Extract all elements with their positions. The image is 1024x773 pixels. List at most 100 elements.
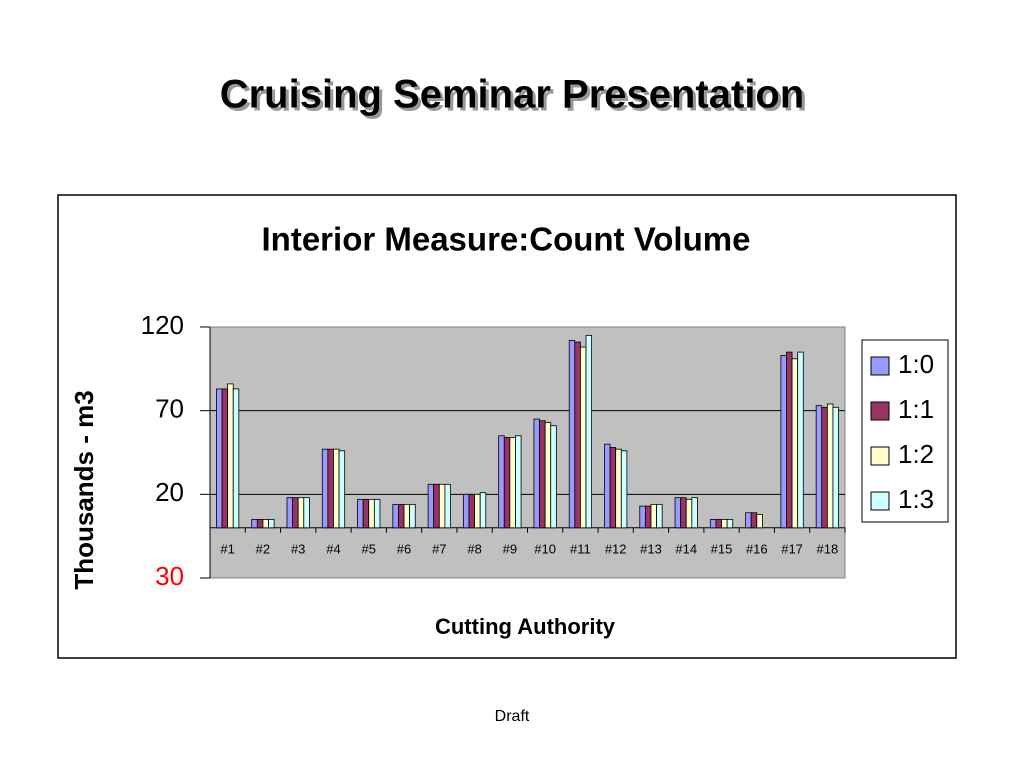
legend-label: 1:0 [898, 349, 934, 379]
bar [297, 497, 305, 529]
bar [750, 512, 758, 529]
bar [726, 519, 734, 529]
bar [680, 497, 687, 529]
bar [262, 519, 269, 529]
x-tick-label: #17 [781, 541, 803, 556]
bar [357, 498, 364, 529]
bar [221, 388, 229, 529]
bar [479, 492, 487, 529]
bar [533, 418, 540, 529]
bar [321, 448, 329, 529]
bar [639, 505, 646, 529]
legend-marker [870, 491, 890, 511]
bar [474, 493, 481, 529]
bar [338, 450, 346, 529]
bar [574, 341, 581, 529]
bar [604, 443, 611, 529]
bar [286, 497, 293, 529]
bar [462, 493, 470, 529]
bar [786, 351, 793, 529]
x-tick-label: #9 [503, 541, 517, 556]
bar [373, 498, 381, 529]
bar [509, 437, 516, 529]
bar [544, 421, 552, 529]
bar [216, 388, 223, 529]
bar [826, 403, 834, 529]
bar [821, 406, 828, 529]
bar [503, 437, 511, 529]
x-tick-label: #15 [711, 541, 733, 556]
bar [327, 448, 334, 529]
x-tick-label: #1 [220, 541, 234, 556]
chart-title: Interior Measure:Count Volume [262, 221, 751, 258]
legend-marker [870, 401, 890, 421]
x-tick-label: #8 [467, 541, 481, 556]
legend-label: 1:3 [898, 484, 934, 514]
plot: 30 20 70 120 #1 #2 #3 #4 #5 #6 #7 #8 #9 #10 #11 #12 #13 #… [141, 310, 949, 591]
x-tick-label: #7 [432, 541, 446, 556]
bar [498, 435, 505, 529]
bar [644, 505, 652, 529]
slide-title: Cruising Seminar Presentation [220, 73, 805, 117]
legend-label: 1:1 [898, 394, 934, 424]
x-tick-label: #4 [326, 541, 340, 556]
bar [620, 450, 628, 529]
bar [468, 493, 475, 529]
bar [797, 351, 804, 529]
bar [368, 498, 375, 529]
bar [292, 497, 299, 529]
bar [438, 483, 446, 529]
x-tick-label: #18 [817, 541, 839, 556]
bar [398, 503, 405, 529]
bar [615, 448, 622, 529]
y-tick-label: 70 [155, 394, 184, 424]
bar [303, 497, 310, 529]
bar [568, 339, 576, 529]
x-tick-label: #2 [256, 541, 270, 556]
footer: Draft [495, 708, 530, 725]
x-tick-label: #16 [746, 541, 768, 556]
bar [745, 512, 752, 529]
bar [815, 405, 823, 529]
bar [780, 355, 787, 529]
bar [650, 503, 657, 529]
y-tick-label: 30 [155, 561, 184, 591]
bar [539, 420, 546, 529]
bar [268, 519, 275, 529]
bar [444, 483, 451, 529]
bar [709, 519, 717, 529]
bar [392, 503, 399, 529]
bar [580, 346, 587, 529]
bar [609, 447, 617, 529]
bar [251, 519, 258, 529]
bar [685, 498, 693, 529]
x-tick-label: #11 [570, 541, 591, 556]
bar [515, 435, 522, 529]
x-tick-label: #6 [397, 541, 411, 556]
x-tick-label: #14 [675, 541, 697, 556]
bar [232, 388, 240, 529]
y-tick-label: 20 [155, 477, 184, 507]
bar [256, 519, 264, 529]
bar [721, 519, 728, 529]
bar [409, 503, 416, 529]
bar [832, 406, 839, 529]
bar [585, 334, 593, 529]
x-tick-label: #5 [362, 541, 376, 556]
bar [674, 497, 682, 529]
bar [227, 383, 234, 529]
bar [403, 503, 411, 529]
y-axis-label: Thousands - m3 [69, 390, 99, 589]
x-tick-label: #10 [534, 541, 556, 556]
bar [333, 448, 340, 529]
y-tick-label: 120 [141, 310, 184, 340]
bar [433, 483, 440, 529]
bar [362, 498, 370, 529]
x-tick-label: #3 [291, 541, 305, 556]
legend-marker [870, 446, 890, 466]
legend-label: 1:2 [898, 439, 934, 469]
bar [756, 514, 763, 529]
bar [427, 483, 435, 529]
